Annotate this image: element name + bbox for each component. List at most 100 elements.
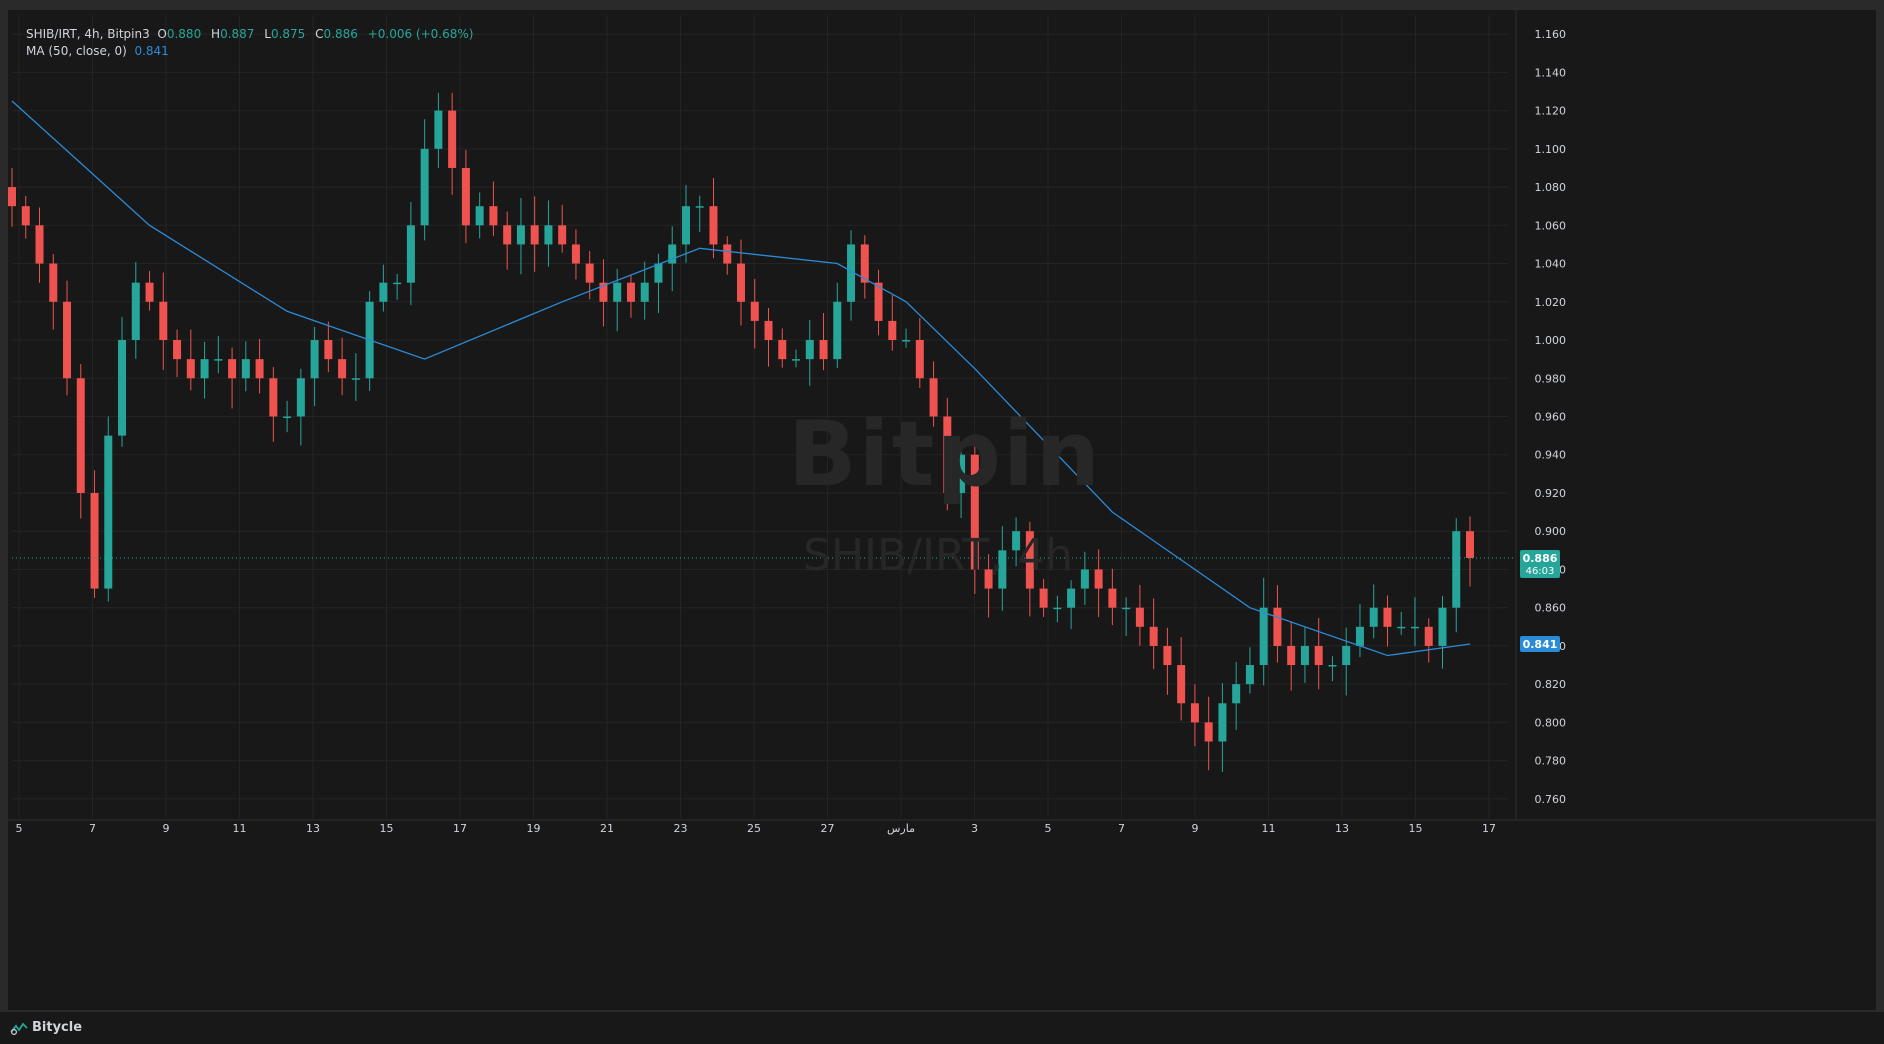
candle-body <box>943 416 952 493</box>
candle-body <box>613 282 622 302</box>
candle-body <box>998 550 1007 589</box>
ohlc-legend-row[interactable]: SHIB/IRT, 4h, Bitpin3 O0.880 H0.887 L0.8… <box>26 26 479 43</box>
x-tick-label: 7 <box>89 822 96 835</box>
x-tick-label: 3 <box>971 822 978 835</box>
x-tick-label: 13 <box>1335 822 1349 835</box>
chart-legend: SHIB/IRT, 4h, Bitpin3 O0.880 H0.887 L0.8… <box>26 26 479 60</box>
low-label: L <box>264 27 271 41</box>
candle-body <box>1177 665 1186 704</box>
candle-body <box>406 225 415 283</box>
candle-body <box>1383 607 1392 627</box>
y-tick-label: 1.060 <box>1535 219 1567 232</box>
candle-body <box>902 340 911 342</box>
x-tick-label: 9 <box>163 822 170 835</box>
candle-body <box>200 359 209 379</box>
x-tick-label: مارس <box>887 822 915 835</box>
high-label: H <box>211 27 221 41</box>
candle-body <box>516 225 525 245</box>
x-tick-label: 11 <box>1262 822 1276 835</box>
ma-indicator-label[interactable]: MA (50, close, 0) <box>26 44 127 58</box>
x-tick-label: 23 <box>674 822 688 835</box>
y-tick-label: 0.980 <box>1535 372 1567 385</box>
candle-body <box>681 206 690 245</box>
y-tick-label: 1.040 <box>1535 258 1567 271</box>
footer-brand-name[interactable]: Bitycle <box>32 1020 83 1035</box>
candle-body <box>585 263 594 283</box>
candle-body <box>737 263 745 302</box>
low-value: 0.875 <box>270 27 306 41</box>
y-tick-label: 0.900 <box>1535 525 1567 538</box>
candle-body <box>296 378 305 417</box>
y-tick-label: 1.100 <box>1535 143 1567 156</box>
candle-body <box>915 340 924 379</box>
candle-body <box>379 282 388 302</box>
candle-body <box>1342 645 1351 666</box>
x-tick-label: 27 <box>821 822 835 835</box>
moving-average-layer <box>11 100 1471 657</box>
candle-body <box>1410 626 1419 629</box>
candle-body <box>1397 626 1406 629</box>
candle-body <box>778 340 787 360</box>
candle-body <box>351 378 360 380</box>
x-tick-label: 17 <box>453 822 467 835</box>
candle-body <box>1190 703 1199 723</box>
candle-body <box>888 320 897 341</box>
ma-value-badge <box>1520 636 1560 653</box>
candle-body <box>984 569 993 589</box>
ma-legend-row[interactable]: MA (50, close, 0) 0.841 <box>26 43 479 60</box>
x-tick-label: 13 <box>306 822 320 835</box>
candle-body <box>1080 569 1089 589</box>
candle-body <box>957 454 966 493</box>
candle-body <box>860 244 869 283</box>
candle-body <box>1067 588 1076 608</box>
candle-body <box>49 263 58 302</box>
ma-indicator-value: 0.841 <box>134 44 169 58</box>
y-tick-label: 0.800 <box>1535 716 1567 729</box>
candle-body <box>1053 607 1062 610</box>
axis-layer: 1.160 1.140 1.120 1.100 1.080 1.060 1.040 1.020… <box>8 10 1876 835</box>
bitycle-logo-icon <box>10 1022 28 1035</box>
candle-body <box>530 225 539 245</box>
candle-body <box>1273 607 1282 646</box>
ma50-line <box>11 100 1471 657</box>
candle-body <box>228 359 237 379</box>
x-tick-label: 9 <box>1192 822 1199 835</box>
last-price-value: 0.886 <box>1523 552 1558 565</box>
candle-body <box>599 282 608 302</box>
candle-body <box>1314 645 1323 666</box>
candle-body <box>475 206 484 226</box>
high-value: 0.887 <box>220 27 255 41</box>
price-chart[interactable]: 1.160 1.140 1.120 1.100 1.080 1.060 1.040 1.020… <box>8 10 1876 1010</box>
candle-body <box>1355 626 1364 646</box>
candle-countdown: 46:03 <box>1526 566 1555 577</box>
candle-body <box>1122 607 1131 610</box>
candle-body <box>35 225 44 264</box>
candle-body <box>393 282 402 285</box>
y-tick-label: 0.960 <box>1535 411 1567 424</box>
y-tick-label: 0.760 <box>1535 793 1567 806</box>
candle-body <box>434 110 443 149</box>
candle-body <box>1039 588 1048 608</box>
candle-body <box>970 454 979 570</box>
candle-body <box>819 340 828 360</box>
candle-body <box>723 244 732 264</box>
candle-body <box>489 206 498 226</box>
candle-body <box>1218 703 1227 742</box>
candle-body <box>1300 645 1309 666</box>
y-tick-label: 1.020 <box>1535 296 1567 309</box>
candle-body <box>1204 722 1213 742</box>
candle-body <box>1012 531 1021 551</box>
candle-body <box>104 435 113 589</box>
y-tick-label: 0.780 <box>1535 755 1567 768</box>
close-label: C <box>315 27 324 41</box>
candle-body <box>1232 684 1241 704</box>
x-tick-label: 15 <box>380 822 394 835</box>
candle-body <box>269 378 278 417</box>
symbol-label[interactable]: SHIB/IRT, 4h, Bitpin3 <box>26 27 150 41</box>
chart-panel[interactable]: 1.160 1.140 1.120 1.100 1.080 1.060 1.040 1.020… <box>8 10 1876 1010</box>
candle-body <box>283 416 292 418</box>
candle-body <box>145 282 154 302</box>
candle-body <box>695 206 704 208</box>
candle-body <box>805 340 814 360</box>
